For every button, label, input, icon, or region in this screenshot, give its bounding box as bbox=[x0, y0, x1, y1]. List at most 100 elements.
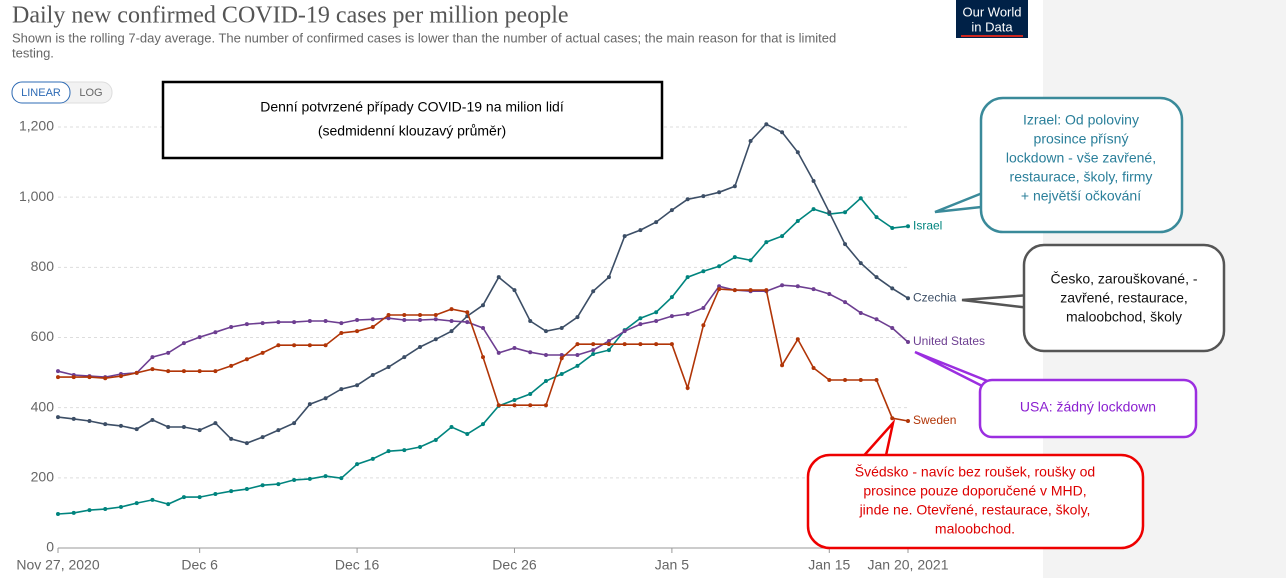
data-point bbox=[528, 391, 533, 396]
sweden-annotation-box bbox=[806, 453, 1145, 550]
data-point bbox=[811, 207, 816, 212]
data-point bbox=[339, 330, 344, 335]
subtitle: Shown is the rolling 7-day average. The … bbox=[12, 30, 836, 45]
data-point bbox=[512, 288, 517, 293]
data-point bbox=[307, 402, 312, 407]
data-point bbox=[559, 326, 564, 331]
data-point bbox=[166, 424, 171, 429]
data-point bbox=[685, 197, 690, 202]
data-point bbox=[638, 342, 643, 347]
data-point bbox=[764, 240, 769, 245]
data-point bbox=[685, 275, 690, 280]
data-point bbox=[244, 357, 249, 362]
data-point bbox=[669, 342, 674, 347]
data-point bbox=[811, 366, 816, 371]
data-point bbox=[575, 342, 580, 347]
series-label: Sweden bbox=[913, 413, 956, 427]
linear-button-label[interactable]: LINEAR bbox=[21, 87, 61, 99]
data-point bbox=[244, 487, 249, 492]
israel-annotation-text: restaurace, školy, firmy bbox=[1010, 169, 1153, 185]
x-tick-label: Dec 6 bbox=[181, 557, 218, 573]
data-point bbox=[874, 215, 879, 220]
data-point bbox=[685, 386, 690, 391]
data-point bbox=[858, 196, 863, 201]
data-point bbox=[512, 346, 517, 351]
data-point bbox=[103, 422, 108, 427]
data-point bbox=[213, 491, 218, 496]
data-point bbox=[276, 482, 281, 487]
czechia-annotation-text: zavřené, restaurace, bbox=[1060, 290, 1188, 306]
data-point bbox=[402, 355, 407, 360]
data-point bbox=[795, 337, 800, 342]
data-point bbox=[827, 377, 832, 382]
data-point bbox=[197, 335, 202, 340]
data-point bbox=[181, 424, 186, 429]
data-point bbox=[103, 507, 108, 512]
x-tick-label: Jan 15 bbox=[808, 557, 850, 573]
usa-annotation-text: USA: žádný lockdown bbox=[1020, 399, 1156, 415]
data-point bbox=[323, 319, 328, 324]
data-point bbox=[890, 226, 895, 231]
data-point bbox=[906, 296, 910, 301]
data-point bbox=[543, 379, 548, 384]
data-point bbox=[433, 437, 438, 442]
data-point bbox=[827, 291, 832, 296]
data-point bbox=[181, 495, 186, 500]
israel-annotation-text: + největší očkování bbox=[1021, 188, 1141, 204]
logo bbox=[956, 0, 1028, 38]
data-point bbox=[465, 320, 470, 325]
data-point bbox=[764, 288, 769, 293]
subtitle: testing. bbox=[12, 45, 54, 60]
data-point bbox=[355, 462, 360, 467]
data-point bbox=[276, 428, 281, 433]
data-point bbox=[307, 476, 312, 481]
sweden-annotation-text: maloobchod. bbox=[935, 521, 1015, 537]
data-point bbox=[56, 511, 60, 516]
data-point bbox=[260, 435, 265, 440]
data-point bbox=[449, 319, 454, 324]
sweden-annotation-text: prosince pouze doporučené v MHD, bbox=[863, 483, 1086, 499]
czechia-annotation-text: maloobchod, školy bbox=[1066, 309, 1182, 325]
data-point bbox=[276, 343, 281, 348]
data-point bbox=[355, 317, 360, 322]
data-point bbox=[858, 377, 863, 382]
data-point bbox=[890, 326, 895, 331]
data-point bbox=[717, 264, 722, 269]
data-point bbox=[654, 220, 659, 225]
data-point bbox=[543, 403, 548, 408]
data-point bbox=[481, 355, 485, 360]
data-point bbox=[811, 287, 816, 292]
data-point bbox=[56, 369, 60, 374]
usa-annotation-box bbox=[978, 378, 1198, 439]
data-point bbox=[213, 330, 218, 335]
logo-text: in Data bbox=[971, 19, 1013, 34]
data-point bbox=[370, 373, 375, 378]
data-point bbox=[669, 314, 674, 319]
linear-button[interactable] bbox=[11, 81, 71, 104]
data-point bbox=[213, 369, 218, 374]
data-point bbox=[465, 431, 470, 436]
data-point bbox=[229, 363, 234, 368]
data-point bbox=[591, 289, 596, 294]
data-point bbox=[355, 329, 360, 334]
data-point bbox=[795, 150, 800, 155]
data-point bbox=[795, 219, 800, 224]
data-point bbox=[843, 377, 848, 382]
data-point bbox=[229, 324, 234, 329]
data-point bbox=[606, 342, 611, 347]
data-point bbox=[118, 504, 123, 509]
data-point bbox=[386, 316, 391, 321]
data-point bbox=[56, 415, 60, 420]
data-point bbox=[449, 307, 454, 312]
data-point bbox=[701, 194, 706, 199]
data-point bbox=[559, 371, 564, 376]
data-point bbox=[606, 348, 611, 353]
czechia-annotation-text: Česko, zarouškované, - bbox=[1050, 271, 1197, 287]
data-point bbox=[433, 337, 438, 342]
data-point bbox=[166, 502, 171, 507]
data-point bbox=[496, 275, 501, 280]
data-point bbox=[134, 501, 139, 506]
y-tick-label: 0 bbox=[46, 539, 54, 555]
log-button-label[interactable]: LOG bbox=[79, 87, 102, 99]
data-point bbox=[292, 421, 297, 426]
